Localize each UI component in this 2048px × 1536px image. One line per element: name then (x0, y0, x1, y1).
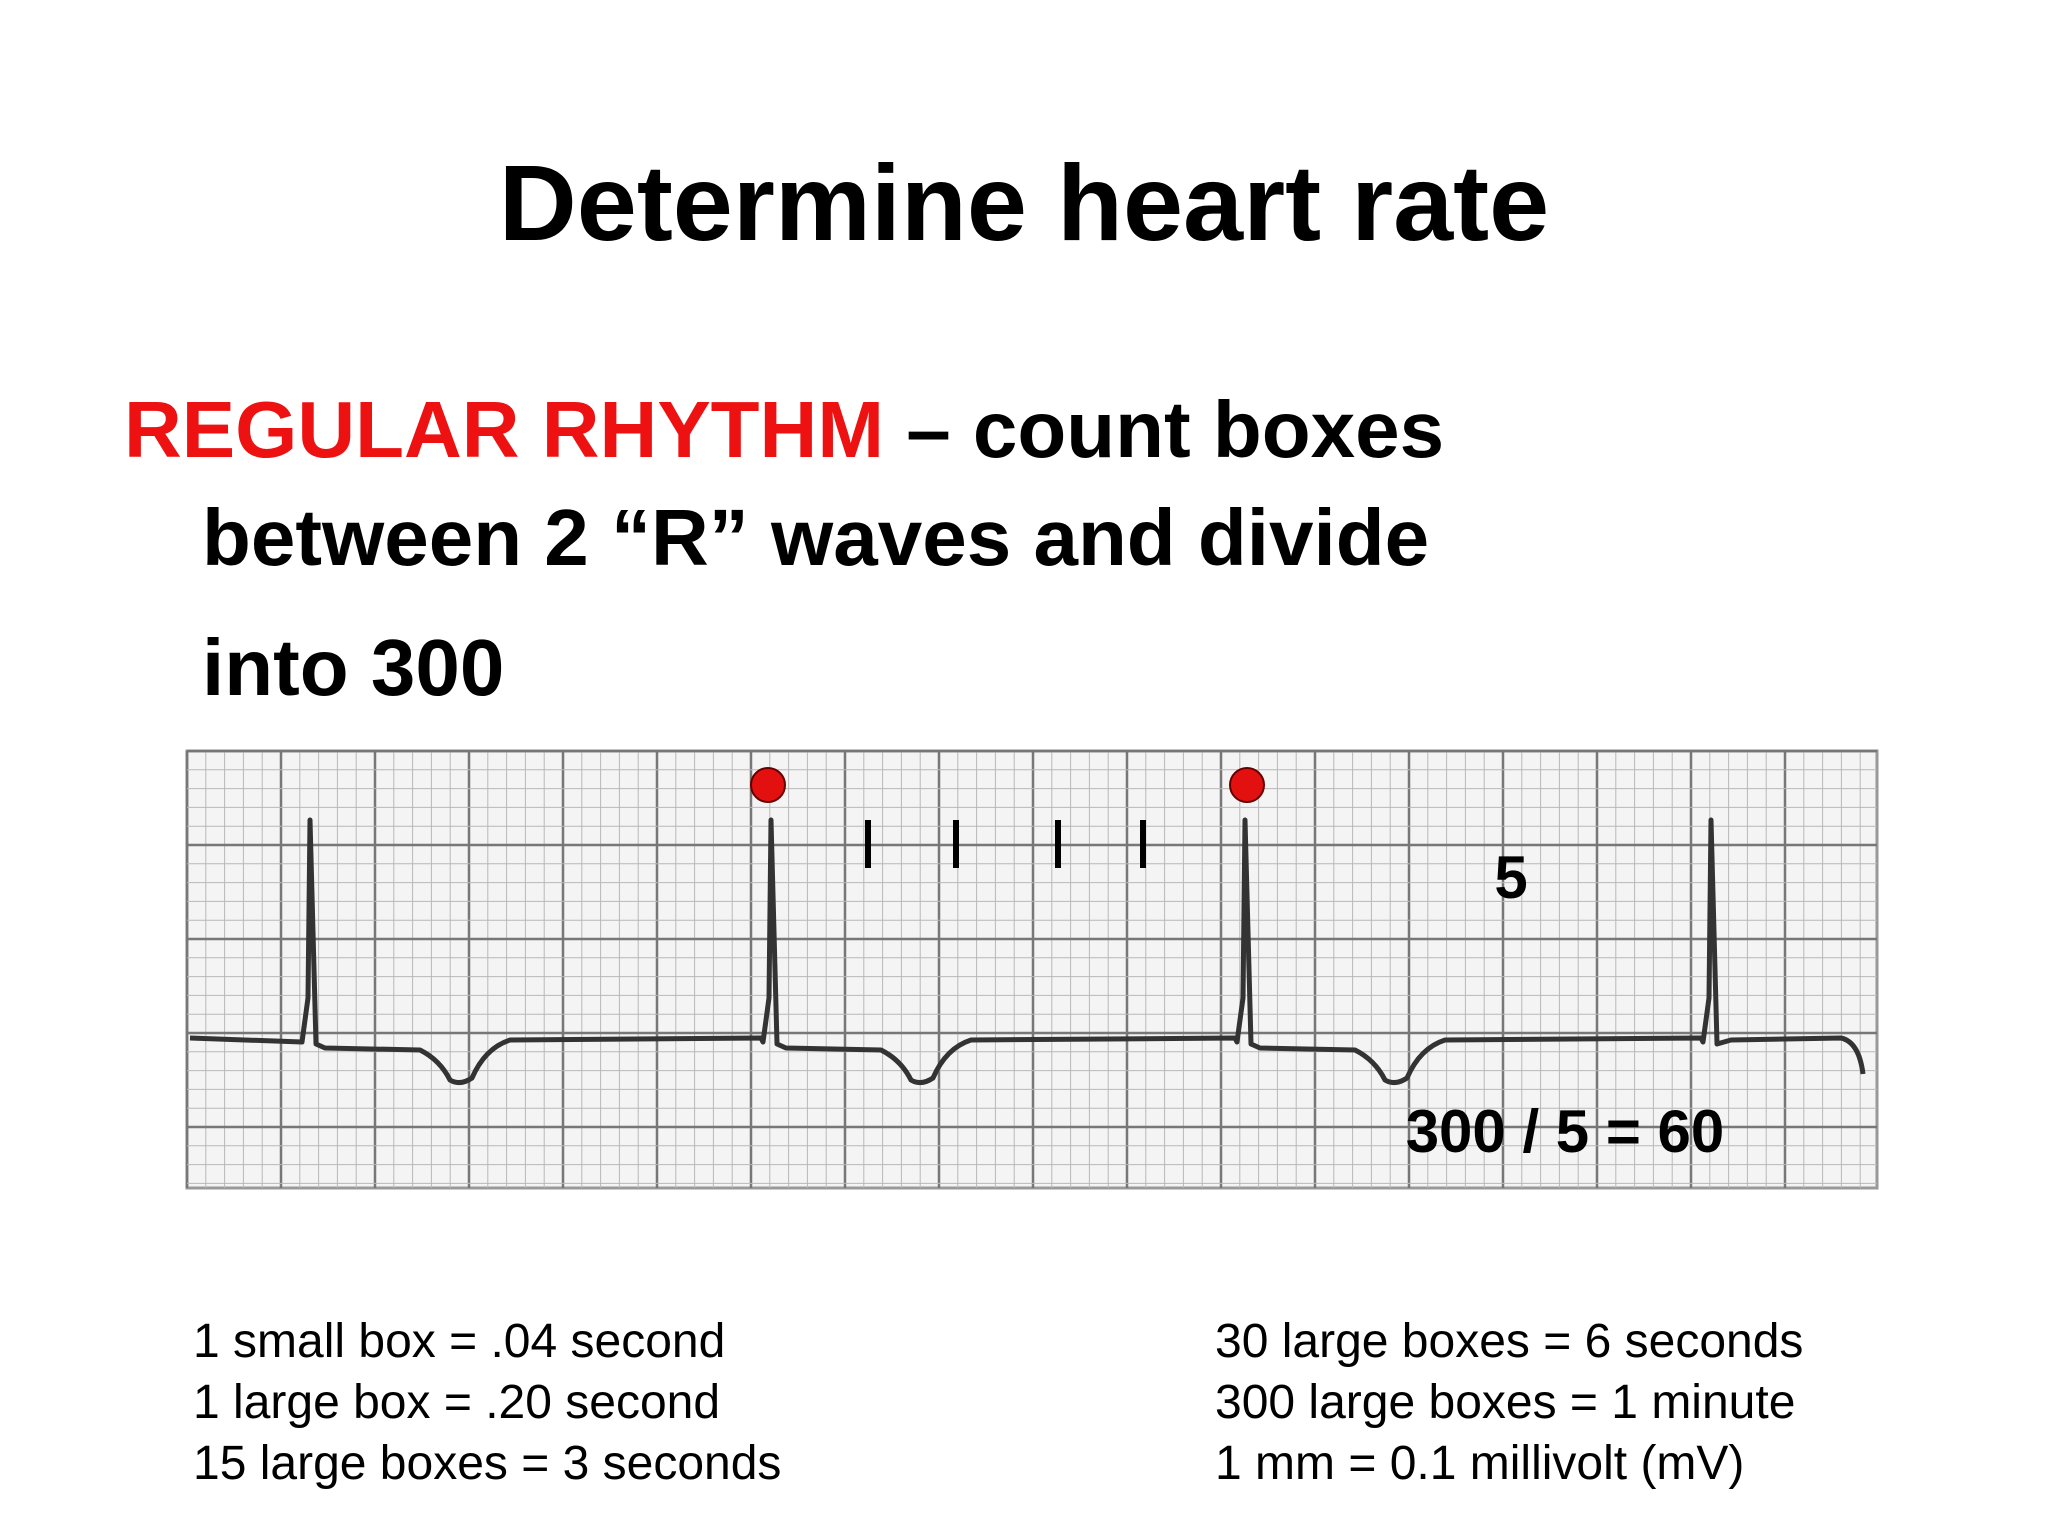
note: 15 large boxes = 3 seconds (193, 1437, 782, 1490)
note: 1 mm = 0.1 millivolt (mV) (1215, 1437, 1745, 1490)
bullet-line: between 2 “R” waves and divide (202, 493, 1430, 582)
bullet-line: REGULAR RHYTHM – count boxes (124, 384, 1444, 476)
slide-title: Determine heart rate (498, 142, 1550, 263)
note: 1 large box = .20 second (193, 1376, 721, 1429)
rate-equation: 300 / 5 = 60 (1406, 1098, 1725, 1165)
note: 1 small box = .04 second (193, 1315, 726, 1368)
ecg-trace (189, 817, 1866, 1086)
r-wave-marker (750, 767, 786, 803)
box-ticks (865, 820, 1146, 868)
grid (185, 749, 1877, 1188)
bullet-text: – count boxes (883, 385, 1445, 474)
bullet-line: into 300 (202, 623, 505, 712)
note: 30 large boxes = 6 seconds (1215, 1315, 1804, 1368)
box-count: 5 (1494, 844, 1527, 911)
note: 300 large boxes = 1 minute (1215, 1376, 1796, 1429)
r-wave-marker (1229, 767, 1265, 803)
bullet-highlight: REGULAR RHYTHM (124, 385, 884, 474)
